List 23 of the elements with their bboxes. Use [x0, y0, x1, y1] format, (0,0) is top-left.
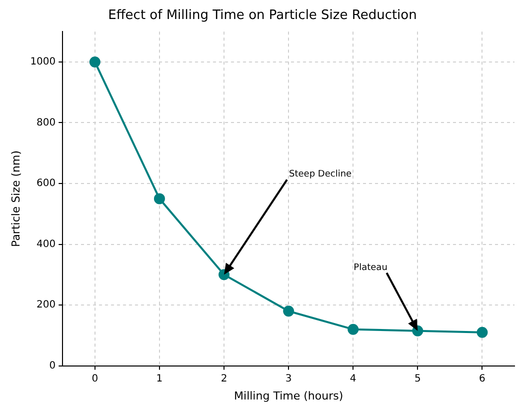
y-tick-label: 200	[36, 300, 56, 311]
y-tick-label: 800	[36, 117, 56, 128]
point	[348, 324, 359, 335]
x-tick-label: 6	[479, 373, 486, 384]
point	[154, 193, 165, 204]
annotation: Plateau	[354, 262, 388, 273]
annotation: Steep Decline	[289, 170, 352, 180]
y-tick-label: 0	[49, 360, 56, 372]
y-tick-label: 1000	[30, 56, 56, 68]
y-tick-label: 400	[36, 238, 56, 250]
x-tick-label: 0	[92, 373, 98, 384]
chart-title: Effect of Milling Time on Particle Size Reduction	[108, 8, 417, 24]
y-axis-title: Particle Size (nm)	[9, 150, 22, 247]
x-tick-label: 4	[350, 373, 356, 384]
point	[89, 56, 100, 68]
x-tick-label: 1	[156, 373, 163, 384]
x-axis-title: Milling Time (hours)	[234, 389, 344, 402]
x-tick-label: 5	[414, 373, 421, 384]
point	[283, 306, 294, 317]
y-tick-label: 600	[36, 178, 56, 190]
point	[476, 326, 488, 338]
x-tick-label: 2	[220, 373, 228, 384]
x-tick-label: 3	[285, 373, 292, 384]
